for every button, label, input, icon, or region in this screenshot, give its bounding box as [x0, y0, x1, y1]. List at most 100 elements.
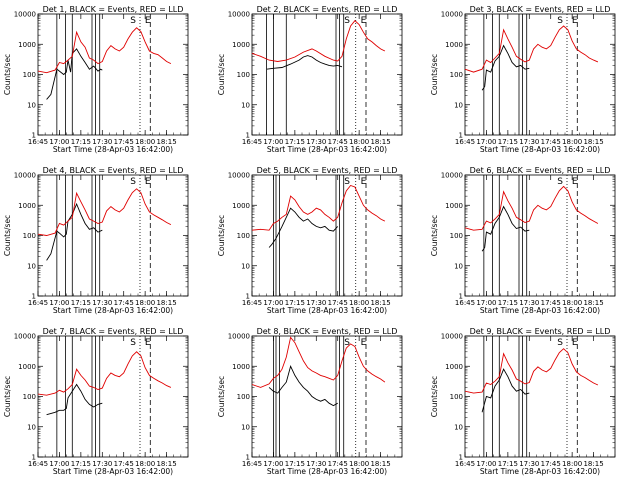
x-tick-label: 16:45 — [28, 138, 48, 146]
marker-s: S — [557, 177, 563, 187]
y-tick-label: 100 — [23, 232, 36, 240]
events-series-line — [481, 205, 530, 252]
y-tick-label: 100 — [450, 232, 463, 240]
x-tick-label: 17:30 — [519, 138, 539, 146]
marker-e: E — [361, 338, 367, 348]
y-tick-label: 10000 — [228, 11, 250, 19]
y-tick-label: 10000 — [441, 333, 463, 341]
chart-title: Det 3, BLACK = Events, RED = LLD — [470, 5, 611, 14]
x-tick-label: 18:00 — [562, 138, 582, 146]
y-tick-label: 1000 — [445, 41, 463, 49]
y-tick-label: 10000 — [441, 172, 463, 180]
marker-e: E — [145, 338, 151, 348]
x-tick-label: 18:00 — [562, 299, 582, 307]
x-tick-label: 17:00 — [263, 138, 283, 146]
events-series-line — [46, 48, 103, 100]
x-tick-label: 17:15 — [498, 460, 518, 468]
x-tick-label: 17:30 — [306, 138, 326, 146]
events-series-line — [481, 44, 530, 91]
x-tick-label: 17:45 — [541, 460, 561, 468]
chart-panel-1: 1 10 100 1000 10000 16:45 17:00 17:15 17:30 17:45… — [3, 5, 189, 154]
y-axis-label: Counts/sec — [430, 215, 439, 256]
plot-frame — [251, 335, 403, 458]
x-tick-label: 17:15 — [71, 138, 91, 146]
marker-s: S — [130, 177, 136, 187]
plot-frame — [464, 174, 616, 297]
x-tick-label: 17:15 — [285, 299, 305, 307]
x-tick-label: 18:15 — [583, 138, 603, 146]
x-tick-label: 17:30 — [519, 299, 539, 307]
marker-s: S — [344, 338, 350, 348]
x-tick-label: 17:45 — [328, 299, 348, 307]
x-tick-label: 18:15 — [583, 460, 603, 468]
lld-series-line — [464, 348, 599, 394]
x-tick-label: 18:00 — [135, 138, 155, 146]
x-tick-label: 17:30 — [92, 299, 112, 307]
x-tick-label: 17:30 — [306, 460, 326, 468]
x-tick-label: 17:45 — [114, 299, 134, 307]
y-tick-label: 1 — [246, 454, 250, 462]
x-tick-label: 16:45 — [455, 138, 475, 146]
x-tick-label: 18:15 — [156, 299, 176, 307]
marker-s: S — [344, 16, 350, 26]
marker-s: S — [557, 338, 563, 348]
chart-title: Det 4, BLACK = Events, RED = LLD — [43, 166, 184, 175]
x-axis-label: Start Time (28-Apr-03 16:42:00) — [53, 467, 173, 476]
chart-panel-2: 1 10 100 1000 10000 16:45 17:00 17:15 17:30 17:45… — [217, 5, 403, 154]
x-tick-label: 18:15 — [370, 299, 390, 307]
lld-series-line — [251, 336, 386, 388]
chart-title: Det 6, BLACK = Events, RED = LLD — [470, 166, 611, 175]
y-tick-label: 100 — [237, 232, 250, 240]
y-tick-label: 10 — [454, 101, 463, 109]
x-axis-label: Start Time (28-Apr-03 16:42:00) — [53, 145, 173, 154]
events-series-line — [268, 365, 338, 407]
marker-e: E — [572, 338, 578, 348]
y-axis-label: Counts/sec — [3, 376, 12, 417]
y-tick-label: 1000 — [18, 41, 36, 49]
x-tick-label: 17:45 — [328, 138, 348, 146]
marker-s: S — [130, 338, 136, 348]
x-tick-label: 17:15 — [498, 299, 518, 307]
y-tick-label: 1000 — [232, 202, 250, 210]
y-tick-label: 1000 — [18, 363, 36, 371]
plot-frame — [251, 13, 403, 136]
lld-series-line — [464, 25, 599, 73]
y-tick-label: 10 — [454, 423, 463, 431]
x-tick-label: 17:00 — [476, 299, 496, 307]
y-tick-label: 1 — [246, 132, 250, 140]
y-tick-label: 10 — [27, 423, 36, 431]
x-tick-label: 18:15 — [156, 138, 176, 146]
y-tick-label: 1 — [32, 454, 36, 462]
x-tick-label: 17:45 — [114, 138, 134, 146]
y-tick-label: 10000 — [14, 11, 36, 19]
events-series-line — [266, 55, 343, 70]
x-tick-label: 17:00 — [263, 460, 283, 468]
marker-e: E — [361, 16, 367, 26]
x-tick-label: 16:45 — [28, 299, 48, 307]
chart-panel-6: 1 10 100 1000 10000 16:45 17:00 17:15 17:30 17:45… — [430, 166, 616, 315]
marker-s: S — [130, 16, 136, 26]
y-tick-label: 10000 — [14, 333, 36, 341]
y-tick-label: 1000 — [232, 41, 250, 49]
chart-title: Det 5, BLACK = Events, RED = LLD — [257, 166, 398, 175]
y-tick-label: 10 — [454, 262, 463, 270]
x-tick-label: 17:15 — [285, 138, 305, 146]
plot-frame — [251, 174, 403, 297]
plot-frame — [37, 13, 189, 136]
x-tick-label: 18:15 — [370, 138, 390, 146]
events-series-line — [46, 202, 103, 261]
x-tick-label: 16:45 — [455, 299, 475, 307]
chart-panel-3: 1 10 100 1000 10000 16:45 17:00 17:15 17:30 17:45… — [430, 5, 616, 154]
y-tick-label: 1000 — [445, 363, 463, 371]
chart-title: Det 8, BLACK = Events, RED = LLD — [257, 327, 398, 336]
y-tick-label: 10000 — [14, 172, 36, 180]
x-axis-label: Start Time (28-Apr-03 16:42:00) — [480, 306, 600, 315]
x-axis-label: Start Time (28-Apr-03 16:42:00) — [267, 145, 387, 154]
y-tick-label: 10000 — [441, 11, 463, 19]
x-tick-label: 17:45 — [541, 299, 561, 307]
chart-panel-4: 1 10 100 1000 10000 16:45 17:00 17:15 17:30 17:45… — [3, 166, 189, 315]
y-tick-label: 1 — [32, 293, 36, 301]
y-axis-label: Counts/sec — [430, 54, 439, 95]
marker-e: E — [361, 177, 367, 187]
chart-panel-9: 1 10 100 1000 10000 16:45 17:00 17:15 17:30 17:45… — [430, 327, 616, 476]
